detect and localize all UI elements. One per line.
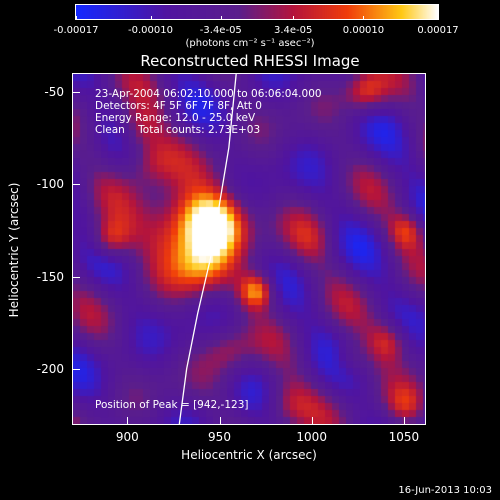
colorbar-tick-mark [363, 16, 365, 20]
x-tick-mark [219, 417, 221, 425]
y-tick-label: -50 [44, 84, 64, 99]
y-tick-mark [72, 276, 80, 278]
x-axis-label: Heliocentric X (arcsec) [181, 448, 317, 462]
info-line-3: Energy Range: 12.0 - 25.0 keV [95, 112, 256, 124]
x-tick-label: 1000 [296, 430, 327, 444]
info-line-1: 23-Apr-2004 06:02:10.000 to 06:06:04.000 [95, 88, 322, 100]
colorbar-tick-label: 3.4e-05 [273, 25, 313, 36]
colorbar-tick-mark [220, 16, 222, 20]
heatmap-image [73, 74, 425, 424]
colorbar-tick-label: -0.00017 [53, 25, 99, 36]
y-tick-label: -200 [36, 362, 64, 377]
limb-overlay [178, 74, 237, 424]
colorbar-tick-label: 0.00010 [342, 25, 385, 36]
x-tick-label: 950 [208, 430, 231, 444]
y-tick-mark [72, 369, 80, 371]
y-tick-mark [72, 184, 80, 186]
solar-limb-curve [178, 74, 237, 424]
colorbar-tick-mark [438, 16, 439, 20]
x-tick-mark [311, 417, 313, 425]
y-tick-mark [72, 91, 80, 93]
colorbar [75, 4, 439, 20]
x-tick-mark [403, 417, 405, 425]
x-tick-label: 1050 [388, 430, 420, 444]
colorbar-tick-label: -0.00010 [128, 25, 173, 36]
x-tick-mark [127, 417, 129, 425]
y-tick-label: -150 [36, 269, 64, 284]
chart-title: Reconstructed RHESSI Image [140, 52, 360, 70]
colorbar-tick-label: 0.00017 [417, 25, 459, 36]
colorbar-tick-mark [150, 16, 152, 20]
colorbar-tick-label: -3.4e-05 [199, 25, 242, 36]
colorbar-tick-mark [293, 16, 295, 20]
colorbar-units: (photons cm⁻² s⁻¹ asec⁻²) [185, 38, 315, 49]
peak-position-label: Position of Peak = [942,-123] [95, 399, 249, 411]
y-tick-label: -100 [36, 177, 64, 192]
colorbar-tick-mark [76, 16, 77, 20]
y-axis-label: Heliocentric Y (arcsec) [7, 182, 21, 318]
info-line-4: Clean Total counts: 2.73E+03 [95, 124, 261, 136]
info-line-2: Detectors: 4F 5F 6F 7F 8F, Att 0 [95, 100, 262, 112]
timestamp: 16-Jun-2013 10:03 [398, 485, 492, 496]
plot-area: 23-Apr-2004 06:02:10.000 to 06:06:04.000… [72, 73, 426, 425]
x-tick-label: 900 [115, 430, 139, 444]
